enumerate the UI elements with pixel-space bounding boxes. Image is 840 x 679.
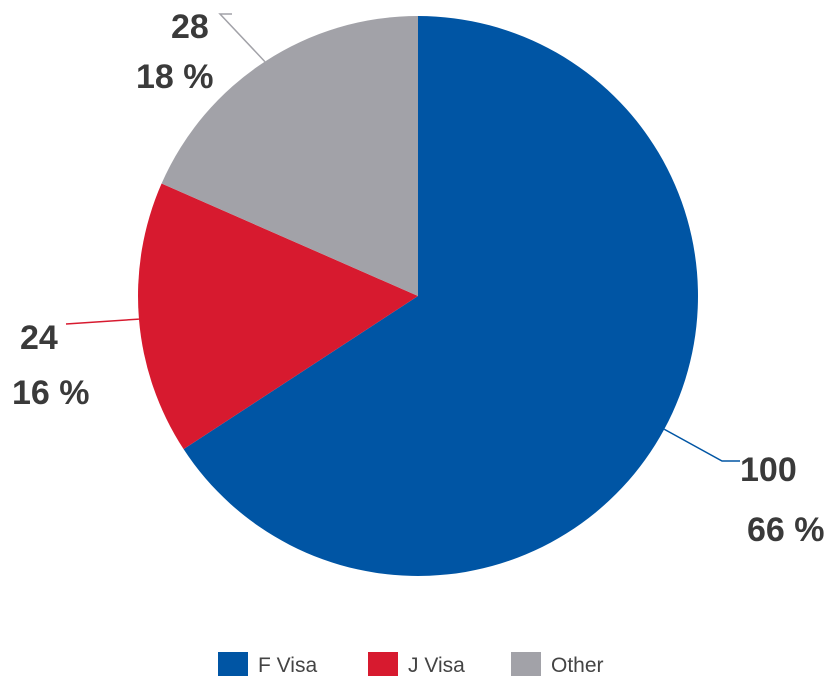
legend-swatch-f-visa	[218, 652, 248, 676]
data-label-j-visa-count: 24	[20, 319, 58, 357]
legend-label-f-visa: F Visa	[258, 654, 317, 677]
leader-line-f-visa	[663, 428, 740, 462]
pie-slice-f-visa	[183, 16, 698, 576]
legend-swatch-other	[511, 652, 541, 676]
data-label-other-count: 28	[171, 8, 209, 46]
legend-swatch-j-visa	[368, 652, 398, 676]
pie-slice-other	[161, 16, 418, 296]
legend: F Visa J Visa Other	[218, 652, 604, 677]
data-label-f-visa: 100 66 %	[740, 451, 825, 549]
leader-line-other	[218, 13, 266, 63]
legend-label-other: Other	[551, 654, 604, 677]
data-label-other-percent: 18 %	[136, 58, 214, 96]
data-label-other: 28 18 %	[136, 8, 214, 96]
data-label-f-visa-percent: 66 %	[747, 511, 825, 549]
data-label-j-visa-percent: 16 %	[12, 374, 90, 412]
pie-slice-j-visa	[137, 183, 418, 450]
leader-lines	[65, 13, 740, 462]
leader-line-j-visa	[65, 318, 140, 325]
pie-slices	[137, 16, 698, 576]
data-label-j-visa: 24 16 %	[12, 319, 90, 412]
legend-label-j-visa: J Visa	[408, 654, 465, 677]
data-label-f-visa-count: 100	[740, 451, 797, 489]
